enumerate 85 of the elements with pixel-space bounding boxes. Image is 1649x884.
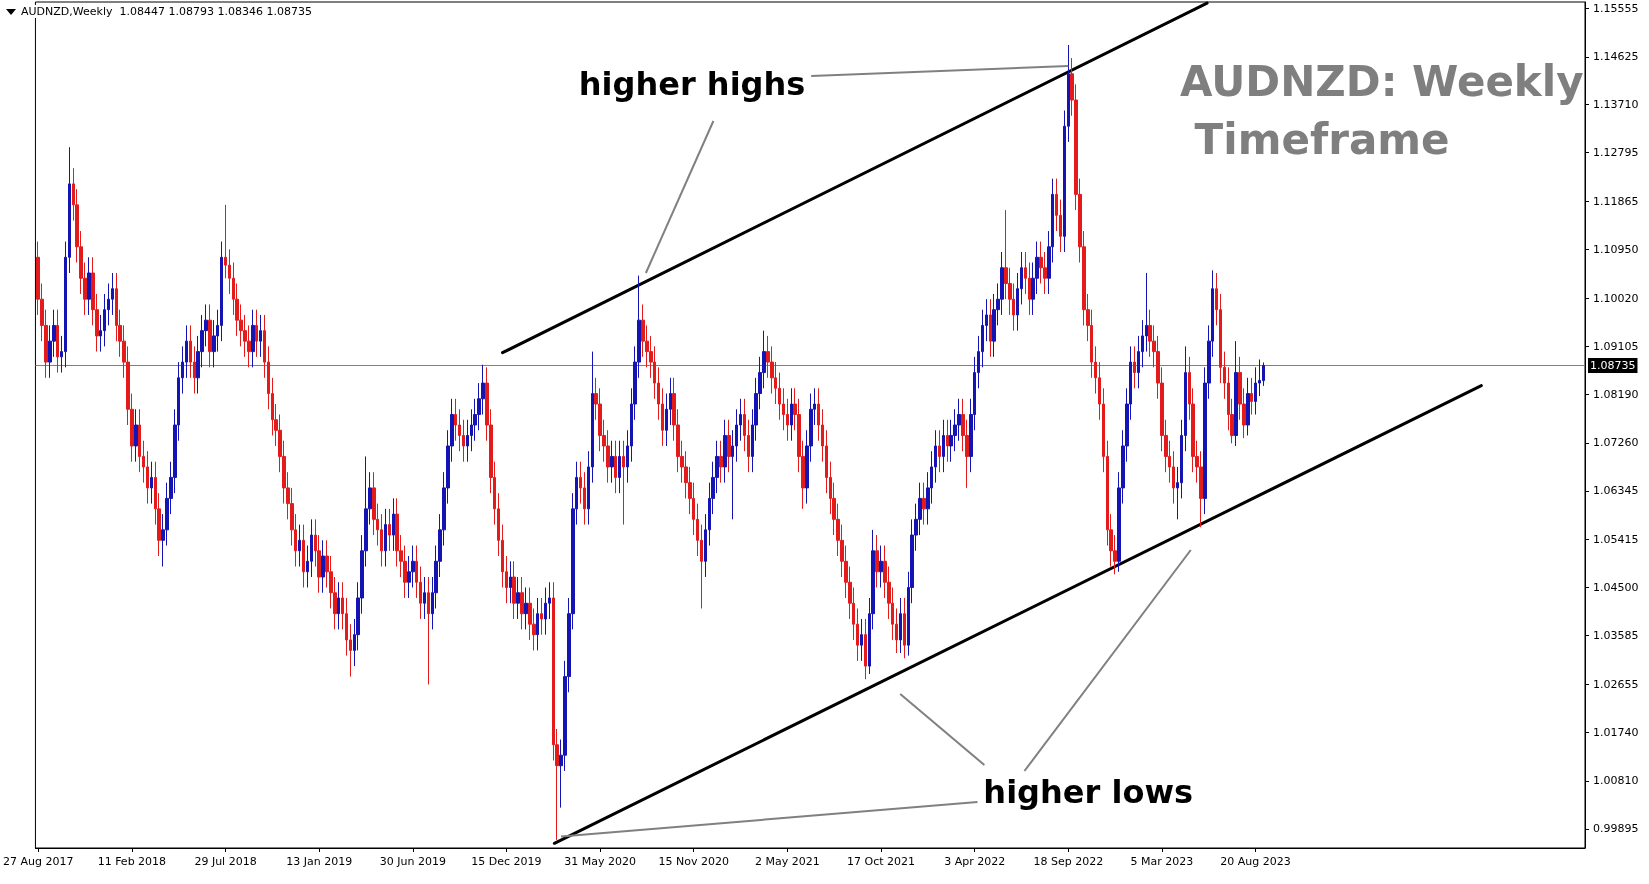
candlestick — [622, 440, 625, 526]
y-tick-label: 1.15555 — [1593, 1, 1639, 15]
candlestick — [251, 309, 255, 368]
candlestick — [208, 303, 212, 368]
x-tick-label: 11 Feb 2018 — [97, 855, 167, 868]
candlestick — [723, 419, 727, 484]
candlestick — [259, 314, 262, 358]
candlestick — [321, 539, 325, 594]
candlestick — [614, 440, 617, 494]
candlestick — [423, 576, 426, 620]
y-tick-label: 0.99895 — [1593, 822, 1639, 836]
y-tick-label: 1.02655 — [1593, 677, 1639, 691]
x-tick-label: 17 Oct 2021 — [847, 855, 916, 868]
candlestick — [536, 597, 539, 651]
x-tick-label: 29 Jul 2018 — [194, 855, 257, 868]
candlestick — [875, 534, 879, 588]
candlestick — [946, 419, 949, 463]
x-tick-label: 2 May 2021 — [755, 855, 820, 868]
candlestick — [989, 298, 992, 358]
candlestick — [427, 576, 430, 685]
y-tick-label: 1.10020 — [1593, 291, 1639, 305]
x-tick-label: 13 Jan 2019 — [286, 855, 353, 868]
candlestick — [860, 618, 863, 662]
y-tick-label: 1.13710 — [1593, 98, 1639, 112]
candlestick — [903, 597, 906, 659]
candlestick — [1250, 377, 1253, 416]
annotation: higher highs — [578, 65, 806, 103]
candlestick — [512, 560, 516, 620]
x-tick-label: 3 Apr 2022 — [944, 855, 1006, 868]
y-tick-label: 1.11865 — [1593, 194, 1639, 208]
x-tick-label: 27 Aug 2017 — [3, 855, 74, 868]
candlestick — [544, 586, 547, 636]
y-tick-label: 1.14625 — [1593, 50, 1639, 64]
candlestick — [337, 581, 340, 630]
candlestick — [618, 440, 621, 494]
candlestick — [719, 440, 723, 484]
candlestick — [524, 586, 528, 630]
candlestick — [1246, 377, 1250, 436]
x-tick-label: 18 Sep 2022 — [1033, 855, 1104, 868]
candlestick — [610, 440, 614, 484]
y-tick-label: 1.08190 — [1593, 387, 1639, 401]
candlestick — [384, 508, 387, 568]
y-tick-label: 1.01740 — [1593, 725, 1639, 739]
candlestick — [56, 309, 59, 374]
candlestick — [1234, 340, 1238, 447]
chart-title: AUDNZD,Weekly 1.08447 1.08793 1.08346 1.08735 — [21, 5, 312, 18]
candlestick — [302, 524, 305, 588]
candlestick — [520, 576, 524, 630]
y-tick-label: 1.04500 — [1593, 580, 1639, 594]
candlestick — [938, 429, 941, 473]
ref-line-label: 1.08735 — [1590, 359, 1636, 373]
y-tick-label: 1.03585 — [1593, 628, 1639, 642]
y-tick-label: 1.00810 — [1593, 774, 1639, 788]
candlestick — [899, 597, 902, 654]
candlestick — [864, 618, 867, 680]
y-tick-label: 1.12795 — [1593, 146, 1639, 160]
candlestick — [509, 560, 512, 604]
candlestick — [727, 419, 731, 473]
candlestick — [255, 309, 258, 358]
x-tick-label: 15 Nov 2020 — [658, 855, 729, 868]
candlestick — [392, 497, 395, 552]
candlestick — [922, 482, 926, 526]
candlestick — [298, 524, 301, 568]
annotation: higher lows — [983, 773, 1193, 811]
x-tick-label: 5 Mar 2023 — [1130, 855, 1194, 868]
y-tick-label: 1.07260 — [1593, 436, 1639, 450]
candlestick — [790, 387, 793, 442]
candlestick — [879, 545, 883, 588]
candlestick — [516, 576, 520, 620]
candlestick — [540, 597, 543, 636]
candlestick — [1133, 345, 1136, 389]
x-tick-label: 30 Jun 2019 — [379, 855, 446, 868]
candlestick — [134, 408, 138, 463]
text: AUDNZD: Weekly Timeframe — [1180, 56, 1584, 164]
candlestick — [388, 508, 391, 552]
y-tick-label: 1.09105 — [1593, 339, 1639, 353]
x-tick-label: 15 Dec 2019 — [471, 855, 542, 868]
x-tick-label: 20 Aug 2023 — [1220, 855, 1291, 868]
candlestick — [87, 256, 91, 316]
x-tick-label: 31 May 2020 — [564, 855, 636, 868]
y-tick-label: 1.10950 — [1593, 242, 1639, 256]
y-tick-label: 1.05415 — [1593, 533, 1639, 547]
y-tick-label: 1.06345 — [1593, 484, 1639, 498]
candlestick — [150, 461, 153, 505]
candlestick — [942, 419, 945, 473]
